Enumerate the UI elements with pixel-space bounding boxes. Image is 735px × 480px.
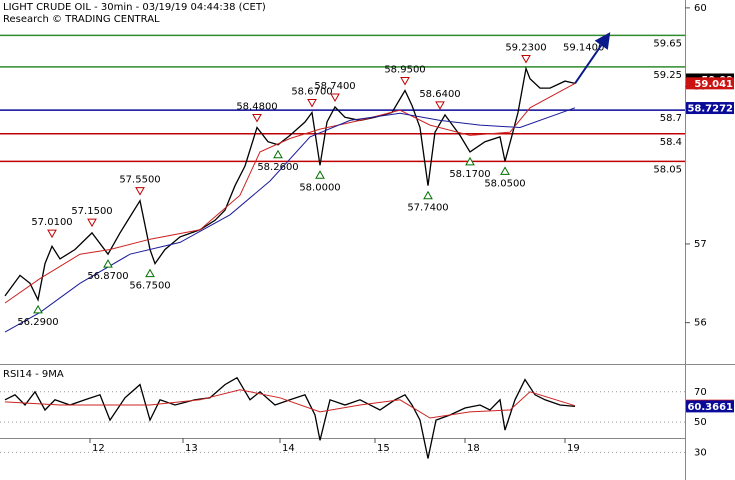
low-label: 58.2600 [257,162,298,173]
series-line [4,376,576,459]
price-box [686,102,734,115]
low-label: 58.0000 [299,182,340,193]
x-tick-label: 15 [377,443,390,454]
chart-title: LIGHT CRUDE OIL - 30min - 03/19/19 04:44… [3,2,266,13]
high-label: 58.4800 [236,101,277,112]
low-marker [465,156,475,166]
series-line [4,107,576,333]
series-line [4,389,576,419]
low-marker [500,166,510,175]
level-label: 58.05 [653,164,682,175]
y-tick-label: 56 [694,318,707,329]
low-marker [423,190,433,200]
high-marker [307,99,317,108]
y-tick-label: 70 [694,387,707,398]
x-tick-label: 14 [282,443,295,454]
high-marker [87,218,97,228]
high-label: 58.9500 [384,65,425,76]
low-marker [273,149,283,159]
level-label: 59.25 [653,70,682,81]
high-marker [330,93,340,103]
price-box [686,77,734,90]
low-label: 56.7500 [129,281,170,292]
x-tick-label: 12 [92,443,105,454]
low-label: 56.8700 [87,271,128,282]
chart-subtitle: Research © TRADING CENTRAL [3,14,160,25]
low-marker [315,170,325,179]
low-label: 57.7400 [407,203,448,214]
high-label: 57.1500 [71,206,112,217]
y-tick-label: 60 [694,3,707,14]
high-marker [521,54,531,64]
high-marker [252,113,262,123]
high-label: 58.6400 [419,89,460,100]
high-label: 58.7400 [314,81,355,92]
y-tick-label: 30 [694,447,707,458]
low-label: 58.0500 [484,178,525,189]
high-label: 57.0100 [31,217,72,228]
low-marker [145,268,155,278]
x-tick-label: 18 [467,443,480,454]
level-label: 58.7 [660,113,682,124]
price-box-label: 58.7272 [687,104,733,115]
rsi-title: RSI14 - 9MA [3,369,64,380]
low-marker [103,259,113,268]
series-line [4,82,576,304]
high-marker [135,187,145,196]
level-label: 59.65 [653,38,682,49]
high-marker [400,77,410,86]
low-marker [33,304,43,314]
projection-arrow [574,32,611,84]
series-line [4,66,576,302]
price-box [686,400,734,413]
high-label: 59.2300 [505,42,546,53]
high-marker [47,229,57,239]
low-label: 58.1700 [449,169,490,180]
x-tick-label: 13 [185,443,198,454]
y-tick-label: 50 [694,417,707,428]
y-tick-label: 57 [694,239,707,250]
x-tick-label: 19 [567,443,580,454]
high-label: 57.5500 [119,175,160,186]
low-label: 56.2900 [17,317,58,328]
price-box-label: 59.041 [694,79,733,90]
level-label: 58.4 [660,137,682,148]
high-marker [435,101,445,110]
high-label: 58.6700 [291,87,332,98]
target-label: 59.1400 [563,43,604,54]
price-box-label: 60.3661 [687,402,733,413]
